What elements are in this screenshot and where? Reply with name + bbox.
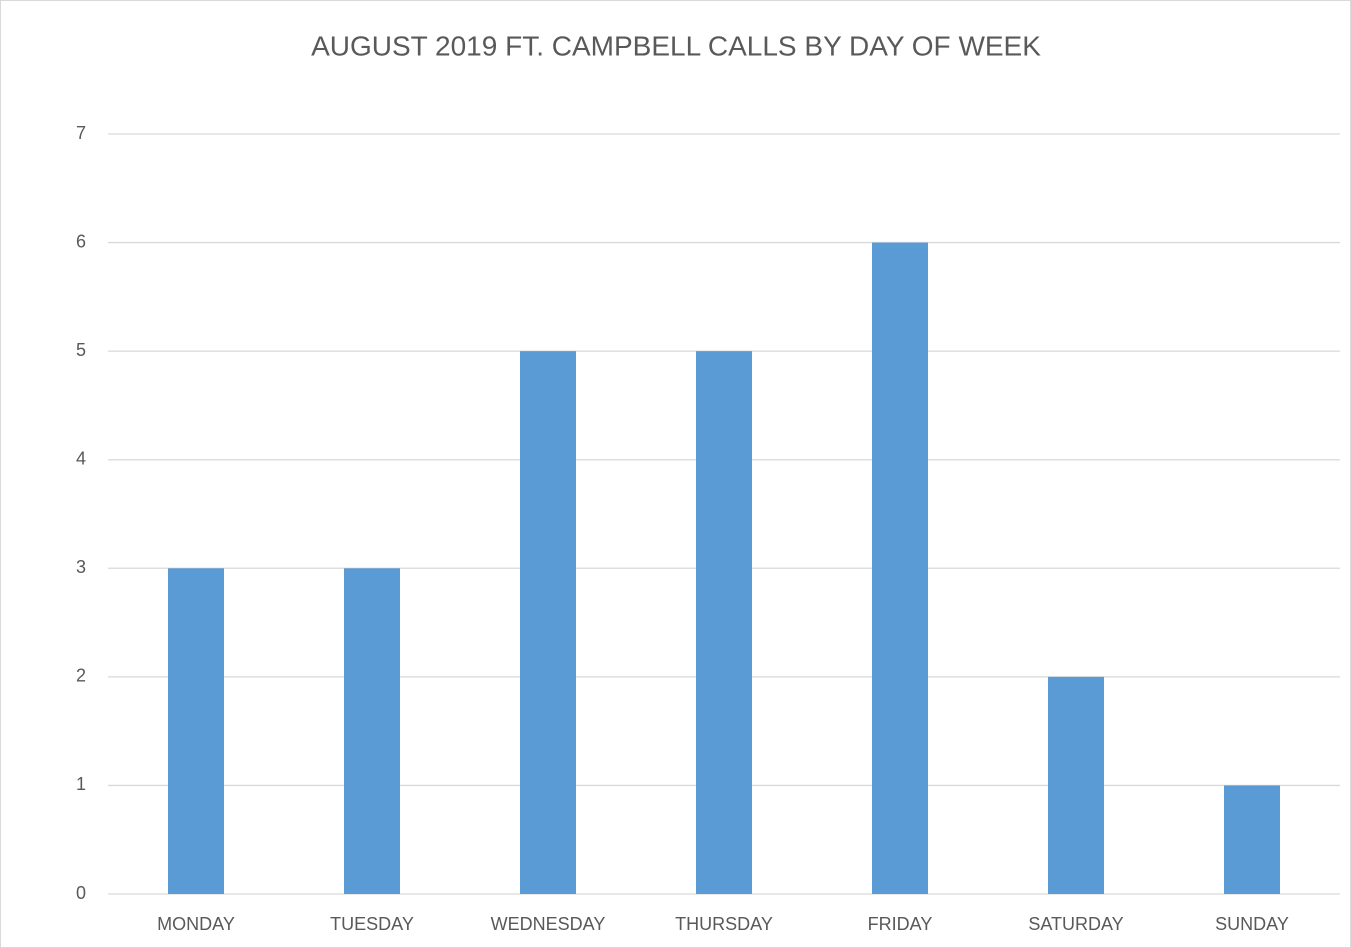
bar <box>1224 785 1280 894</box>
y-tick-label: 1 <box>76 774 86 794</box>
y-tick-label: 5 <box>76 340 86 360</box>
x-tick-label: THURSDAY <box>675 914 773 934</box>
x-tick-label: SUNDAY <box>1215 914 1289 934</box>
y-tick-label: 7 <box>76 123 86 143</box>
x-tick-label: SATURDAY <box>1028 914 1123 934</box>
bar <box>520 351 576 895</box>
y-tick-label: 2 <box>76 666 86 686</box>
chart-title: AUGUST 2019 FT. CAMPBELL CALLS BY DAY OF… <box>311 30 1041 61</box>
y-tick-label: 4 <box>76 448 86 468</box>
x-tick-label: TUESDAY <box>330 914 414 934</box>
y-tick-label: 6 <box>76 231 86 251</box>
bar <box>1048 676 1104 894</box>
x-tick-label: MONDAY <box>157 914 235 934</box>
x-tick-label: FRIDAY <box>868 914 933 934</box>
x-tick-label: WEDNESDAY <box>491 914 606 934</box>
y-tick-label: 0 <box>76 883 86 903</box>
bar <box>696 351 752 895</box>
bar <box>344 568 400 894</box>
y-tick-label: 3 <box>76 557 86 577</box>
bar <box>872 242 928 895</box>
bar <box>168 568 224 894</box>
